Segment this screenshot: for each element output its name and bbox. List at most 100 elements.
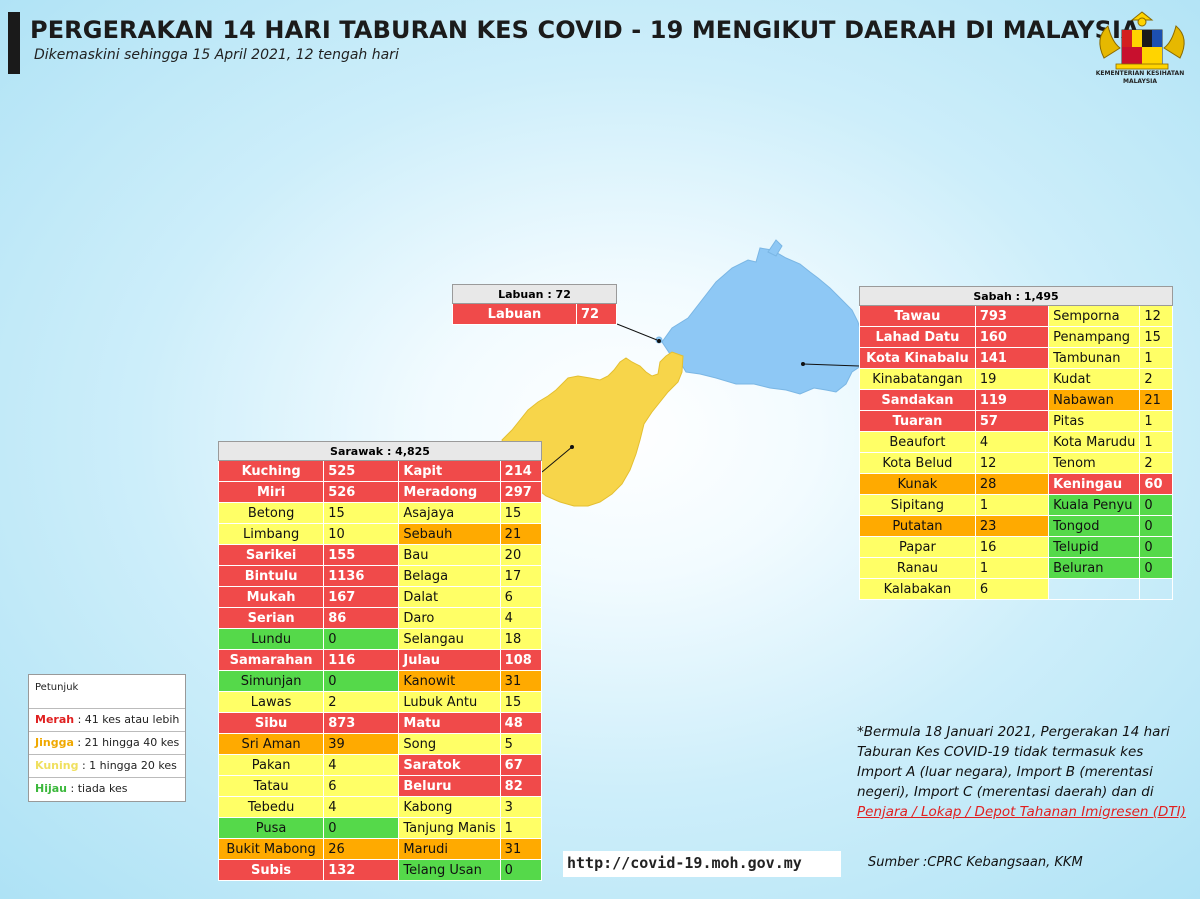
district-name: Tambunan bbox=[1048, 347, 1141, 369]
table-row: Pusa 0 Tanjung Manis 1 bbox=[217, 817, 543, 839]
table-row: Mukah 167 Dalat 6 bbox=[217, 586, 543, 608]
district-cases: 17 bbox=[499, 565, 543, 587]
legend-item: Jingga : 21 hingga 40 kes bbox=[29, 732, 185, 755]
ministry-name-line-1: KEMENTERIAN KESIHATAN bbox=[1095, 70, 1185, 77]
table-row: Tatau 6 Beluru 82 bbox=[217, 775, 543, 797]
district-name: Subis bbox=[217, 859, 325, 881]
district-cases: 119 bbox=[974, 389, 1050, 411]
district-cases: 1 bbox=[974, 557, 1050, 579]
district-name: Tawau bbox=[859, 305, 976, 327]
district-name: Labuan bbox=[452, 303, 577, 325]
district-cases: 2 bbox=[1139, 368, 1173, 390]
district-cases: 2 bbox=[323, 691, 400, 713]
district-name: Kuala Penyu bbox=[1048, 494, 1141, 516]
district-cases: 167 bbox=[323, 586, 400, 608]
labuan-table-title: Labuan : 72 bbox=[452, 284, 617, 304]
table-row: Labuan 72 bbox=[452, 303, 617, 325]
district-cases: 31 bbox=[499, 838, 543, 860]
district-name: Lubuk Antu bbox=[398, 691, 501, 713]
table-row: Sarikei 155 Bau 20 bbox=[217, 544, 543, 566]
legend-desc: : tiada kes bbox=[67, 782, 128, 795]
legend-key: Hijau bbox=[35, 782, 68, 795]
ministry-name-line-2: MALAYSIA bbox=[1122, 78, 1158, 85]
district-cases: 16 bbox=[974, 536, 1050, 558]
legend-item: Merah : 41 kes atau lebih bbox=[29, 709, 185, 732]
district-cases: 132 bbox=[323, 859, 400, 881]
district-name: Mukah bbox=[217, 586, 325, 608]
district-name: Ranau bbox=[859, 557, 976, 579]
district-name: Sandakan bbox=[859, 389, 976, 411]
sabah-table-body: Tawau 793 Semporna 12 Lahad Datu 160 Penampang… bbox=[859, 305, 1173, 600]
table-row: Simunjan 0 Kanowit 31 bbox=[217, 670, 543, 692]
district-cases: 28 bbox=[974, 473, 1050, 495]
district-name: Bau bbox=[398, 544, 501, 566]
district-cases: 525 bbox=[323, 460, 400, 482]
sarawak-table-body: Kuching 525 Kapit 214 Miri 526 Meradong 297 Beto… bbox=[217, 460, 543, 881]
district-cases: 15 bbox=[499, 502, 543, 524]
website-url[interactable]: http://covid-19.moh.gov.my bbox=[563, 851, 841, 877]
district-cases: 72 bbox=[576, 303, 617, 325]
table-row: Sibu 873 Matu 48 bbox=[217, 712, 543, 734]
table-row: Lawas 2 Lubuk Antu 15 bbox=[217, 691, 543, 713]
ministry-crest-icon bbox=[1099, 11, 1185, 70]
district-name: Miri bbox=[217, 481, 325, 503]
district-cases: 26 bbox=[323, 838, 400, 860]
footnote-link[interactable]: Penjara / Lokap / Depot Tahanan Imigrese… bbox=[857, 804, 1186, 820]
district-name: Saratok bbox=[398, 754, 501, 776]
legend-item: Hijau : tiada kes bbox=[29, 778, 185, 801]
district-cases: 1 bbox=[1139, 347, 1173, 369]
page-title: PERGERAKAN 14 HARI TABURAN KES COVID - 1… bbox=[30, 16, 1140, 44]
sarawak-leader-line bbox=[541, 446, 573, 473]
district-name: Pitas bbox=[1048, 410, 1141, 432]
district-name: Sebauh bbox=[398, 523, 501, 545]
district-name: Semporna bbox=[1048, 305, 1141, 327]
legend: Petunjuk Merah : 41 kes atau lebih Jingga… bbox=[28, 674, 186, 802]
table-row: Ranau 1 Beluran 0 bbox=[859, 557, 1173, 579]
sarawak-dot bbox=[570, 445, 574, 449]
district-name: Samarahan bbox=[217, 649, 325, 671]
district-cases: 0 bbox=[1139, 557, 1173, 579]
title-accent-bar bbox=[8, 12, 20, 74]
district-name: Kudat bbox=[1048, 368, 1141, 390]
district-cases: 0 bbox=[323, 817, 400, 839]
district-cases: 526 bbox=[323, 481, 400, 503]
district-cases: 2 bbox=[1139, 452, 1173, 474]
district-name: Tongod bbox=[1048, 515, 1141, 537]
legend-desc: : 21 hingga 40 kes bbox=[73, 736, 180, 749]
district-name: Beaufort bbox=[859, 431, 976, 453]
table-row: Lahad Datu 160 Penampang 15 bbox=[859, 326, 1173, 348]
district-name: Kanowit bbox=[398, 670, 501, 692]
table-row: Betong 15 Asajaya 15 bbox=[217, 502, 543, 524]
district-cases: 60 bbox=[1139, 473, 1173, 495]
table-row: Putatan 23 Tongod 0 bbox=[859, 515, 1173, 537]
table-row: Kota Belud 12 Tenom 2 bbox=[859, 452, 1173, 474]
district-name: Bintulu bbox=[217, 565, 325, 587]
district-name: Sarikei bbox=[217, 544, 325, 566]
table-row: Kinabatangan 19 Kudat 2 bbox=[859, 368, 1173, 390]
district-cases: 48 bbox=[499, 712, 543, 734]
district-name: Kapit bbox=[398, 460, 501, 482]
legend-item: Kuning : 1 hingga 20 kes bbox=[29, 755, 185, 778]
district-cases: 1 bbox=[499, 817, 543, 839]
district-cases: 0 bbox=[323, 628, 400, 650]
legend-desc: : 41 kes atau lebih bbox=[74, 713, 180, 726]
district-cases: 160 bbox=[974, 326, 1050, 348]
table-row: Tawau 793 Semporna 12 bbox=[859, 305, 1173, 327]
district-cases: 82 bbox=[499, 775, 543, 797]
legend-desc: : 1 hingga 20 kes bbox=[78, 759, 177, 772]
district-cases: 155 bbox=[323, 544, 400, 566]
legend-title: Petunjuk bbox=[29, 675, 185, 709]
table-row: Sipitang 1 Kuala Penyu 0 bbox=[859, 494, 1173, 516]
district-name: Pusa bbox=[217, 817, 325, 839]
district-cases: 19 bbox=[974, 368, 1050, 390]
district-name: Sibu bbox=[217, 712, 325, 734]
district-name: Julau bbox=[398, 649, 501, 671]
district-name: Kota Marudu bbox=[1048, 431, 1141, 453]
district-name: Sipitang bbox=[859, 494, 976, 516]
table-row: Miri 526 Meradong 297 bbox=[217, 481, 543, 503]
district-name: Belaga bbox=[398, 565, 501, 587]
district-name: Serian bbox=[217, 607, 325, 629]
district-cases: 6 bbox=[974, 578, 1050, 600]
table-row: Sandakan 119 Nabawan 21 bbox=[859, 389, 1173, 411]
district-name: Beluran bbox=[1048, 557, 1141, 579]
